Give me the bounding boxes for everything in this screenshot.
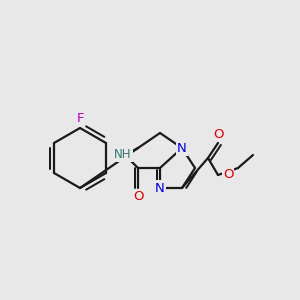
- Text: N: N: [155, 182, 165, 194]
- Text: O: O: [223, 169, 233, 182]
- Text: N: N: [177, 142, 187, 154]
- Text: O: O: [133, 190, 143, 203]
- Text: NH: NH: [114, 148, 132, 161]
- Text: F: F: [76, 112, 84, 125]
- Text: O: O: [213, 128, 223, 140]
